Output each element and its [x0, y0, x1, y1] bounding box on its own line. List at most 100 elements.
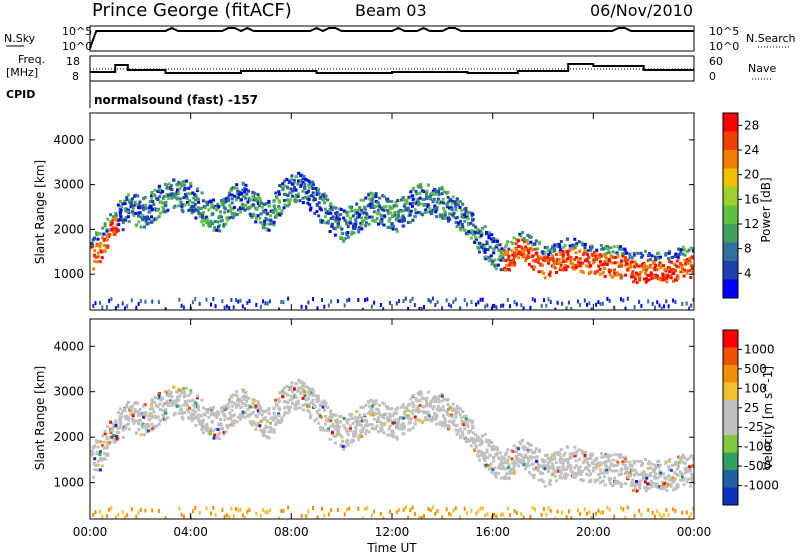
velocity-echo: [543, 454, 547, 457]
power-echo: [357, 228, 361, 231]
velocity-echo: [495, 447, 499, 451]
velocity-echo: [630, 481, 634, 485]
velocity-echo: [153, 401, 157, 404]
power-clutter: [235, 298, 237, 303]
power-echo: [227, 191, 231, 195]
power-clutter: [660, 306, 663, 310]
power-echo: [364, 211, 368, 215]
power-echo: [145, 215, 149, 219]
power-clutter: [522, 306, 525, 310]
power-echo: [158, 211, 162, 215]
velocity-clutter: [364, 506, 367, 511]
power-echo: [150, 196, 154, 200]
velocity-clutter: [411, 505, 414, 510]
power-colorbar-tick-label: 28: [744, 118, 759, 132]
velocity-echo: [265, 425, 269, 429]
power-clutter: [101, 305, 104, 310]
velocity-echo: [334, 427, 338, 431]
power-echo: [161, 197, 165, 201]
power-echo: [448, 212, 452, 216]
power-echo: [321, 193, 325, 197]
power-clutter: [567, 300, 570, 305]
velocity-echo: [362, 418, 366, 422]
power-echo: [395, 229, 399, 233]
velocity-echo: [426, 410, 430, 414]
velocity-echo: [111, 422, 115, 426]
power-echo: [115, 229, 119, 233]
velocity-echo: [680, 472, 684, 476]
power-echo: [133, 200, 137, 204]
velocity-echo: [137, 413, 140, 417]
power-echo: [121, 202, 125, 206]
power-echo: [197, 211, 201, 215]
power-echo: [633, 260, 637, 264]
velocity-clutter: [599, 511, 602, 515]
power-echo: [241, 203, 245, 207]
power-echo: [437, 187, 441, 191]
power-echo: [269, 218, 273, 222]
velocity-echo: [377, 430, 380, 434]
velocity-echo: [571, 474, 575, 478]
velocity-echo: [667, 459, 671, 463]
power-echo: [664, 252, 668, 256]
power-echo: [485, 231, 488, 234]
velocity-echo: [92, 445, 96, 449]
velocity-clutter: [608, 507, 611, 512]
velocity-clutter: [481, 506, 484, 511]
power-echo: [108, 233, 112, 236]
velocity-echo: [437, 397, 441, 401]
velocity-echo: [209, 413, 213, 417]
power-echo: [517, 256, 521, 260]
velocity-echo: [386, 416, 390, 420]
power-echo: [94, 255, 98, 259]
power-echo: [124, 218, 128, 222]
power-echo: [109, 213, 113, 217]
power-echo: [589, 270, 593, 274]
power-clutter: [237, 299, 240, 304]
power-echo: [645, 268, 649, 272]
velocity-echo: [577, 467, 581, 470]
velocity-echo: [259, 419, 263, 423]
velocity-echo: [494, 471, 498, 475]
power-echo: [296, 182, 300, 186]
power-echo: [182, 183, 186, 187]
velocity-echo: [282, 400, 286, 404]
power-echo: [418, 196, 422, 200]
power-clutter: [692, 297, 694, 302]
velocity-echo: [201, 421, 205, 425]
power-echo: [608, 259, 612, 263]
power-echo: [252, 203, 256, 207]
velocity-echo: [131, 404, 134, 408]
power-echo: [272, 199, 276, 203]
power-echo: [188, 192, 192, 196]
power-echo: [452, 200, 456, 204]
velocity-echo: [393, 421, 397, 425]
velocity-echo: [445, 412, 449, 416]
velocity-echo: [98, 468, 102, 472]
velocity-echo: [591, 469, 595, 473]
velocity-echo: [669, 468, 673, 472]
power-clutter: [441, 306, 444, 310]
power-echo: [152, 203, 156, 206]
power-clutter: [620, 297, 622, 302]
power-echo: [342, 216, 346, 220]
power-echo: [679, 250, 683, 254]
power-echo: [577, 258, 581, 262]
power-echo: [229, 187, 233, 191]
velocity-echo: [290, 381, 294, 385]
velocity-echo: [241, 414, 245, 418]
velocity-clutter: [556, 509, 559, 514]
velocity-echo: [430, 399, 434, 403]
power-echo: [95, 233, 99, 237]
velocity-echo: [615, 479, 619, 483]
velocity-echo: [624, 482, 628, 486]
power-echo: [644, 249, 648, 253]
power-echo: [624, 255, 628, 259]
power-clutter: [432, 296, 434, 301]
power-echo: [607, 251, 611, 255]
power-clutter: [658, 303, 661, 308]
velocity-echo: [511, 467, 515, 470]
velocity-echo: [176, 390, 180, 394]
velocity-echo: [405, 416, 409, 420]
